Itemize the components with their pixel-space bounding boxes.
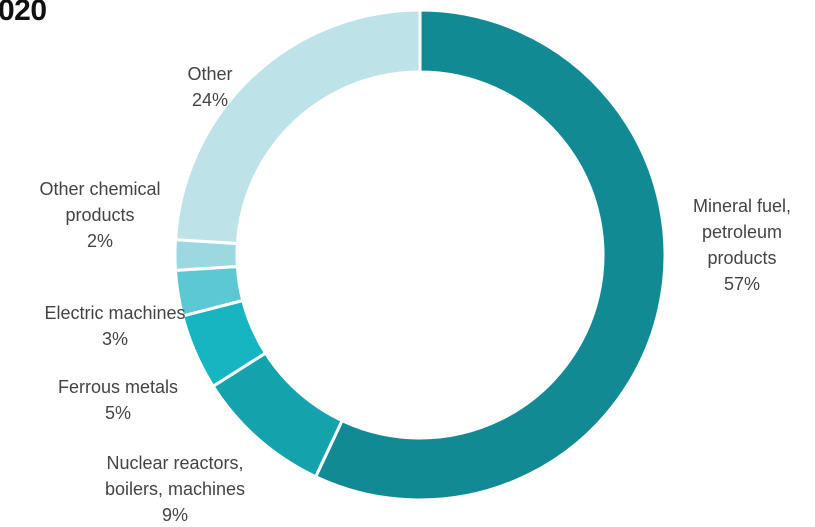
slice-name-line: Other chemical bbox=[39, 179, 160, 199]
slice-name-line: Nuclear reactors, bbox=[106, 453, 243, 473]
slice-percent-label: 57% bbox=[724, 274, 760, 294]
slice-percent-label: 9% bbox=[162, 505, 188, 525]
slice-name-line: Mineral fuel, bbox=[693, 196, 791, 216]
slice-label-ferrous-metals: Ferrous metals 5% bbox=[58, 377, 178, 423]
slice-label-mineral-fuel-petroleum-products: Mineral fuel, petroleum products 57% bbox=[693, 196, 791, 294]
slice-label-nuclear-reactors-boilers-machines: Nuclear reactors, boilers, machines 9% bbox=[105, 453, 245, 525]
slice-mineral-fuel-petroleum-products[interactable] bbox=[314, 8, 667, 502]
slice-other[interactable] bbox=[173, 8, 422, 246]
donut-slices bbox=[173, 8, 667, 502]
slice-name-line: Other bbox=[187, 64, 232, 84]
slice-name-line: products bbox=[707, 248, 776, 268]
slice-name-line: petroleum bbox=[702, 222, 782, 242]
slice-labels: Mineral fuel, petroleum products 57% Nuclear… bbox=[39, 64, 791, 525]
slice-percent-label: 2% bbox=[87, 231, 113, 251]
slice-name-line: Ferrous metals bbox=[58, 377, 178, 397]
slice-label-other-chemical-products: Other chemical products 2% bbox=[39, 179, 160, 251]
slice-percent-label: 5% bbox=[105, 403, 131, 423]
slice-percent-label: 3% bbox=[102, 329, 128, 349]
slice-name-line: boilers, machines bbox=[105, 479, 245, 499]
slice-name-line: products bbox=[65, 205, 134, 225]
slice-percent-label: 24% bbox=[192, 90, 228, 110]
slice-label-other: Other 24% bbox=[187, 64, 232, 110]
slice-label-electric-machines: Electric machines 3% bbox=[44, 303, 185, 349]
page-title: 020 bbox=[0, 0, 47, 27]
slice-name-line: Electric machines bbox=[44, 303, 185, 323]
